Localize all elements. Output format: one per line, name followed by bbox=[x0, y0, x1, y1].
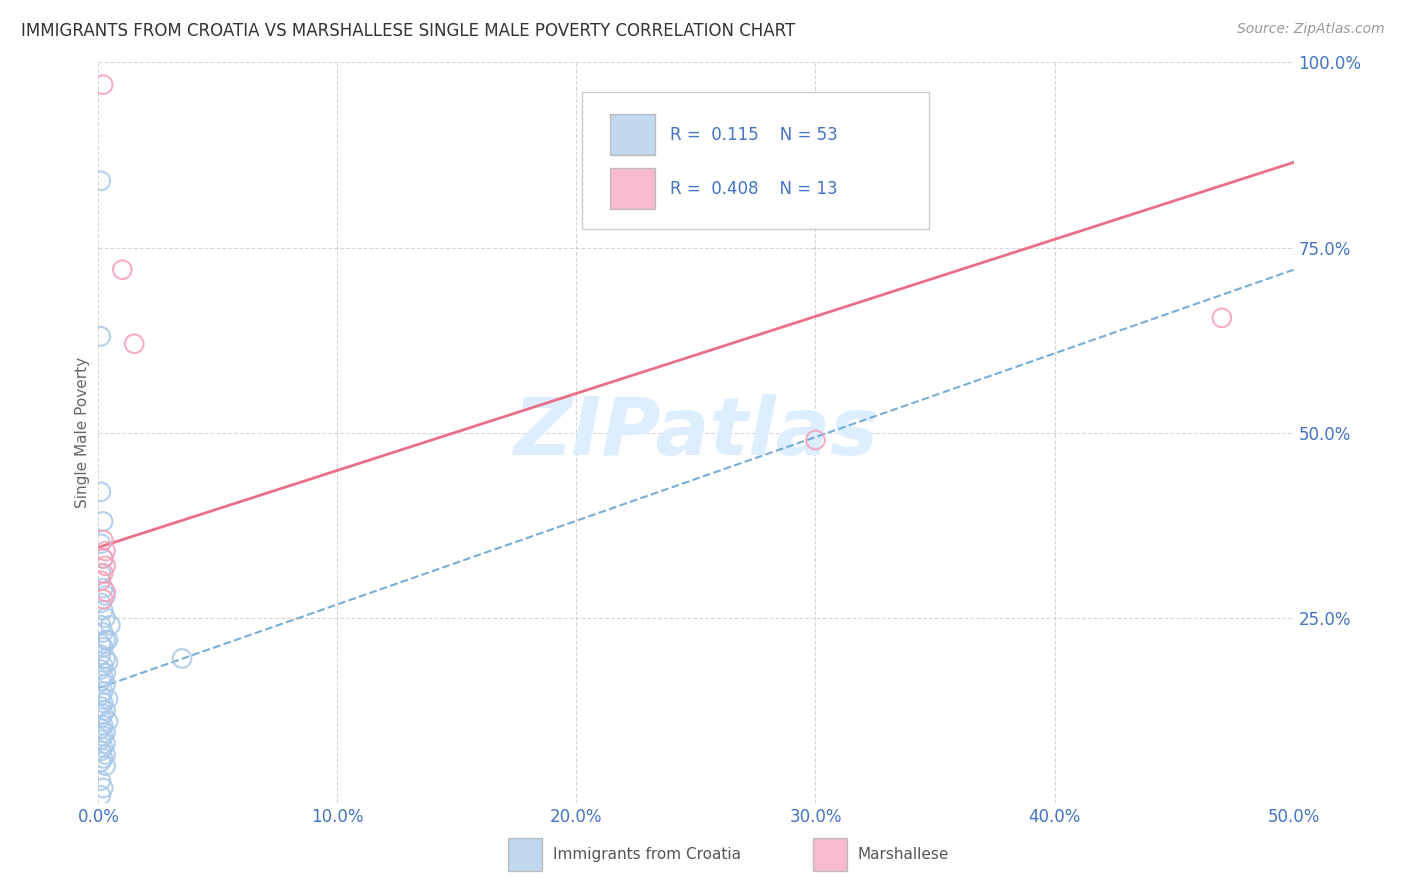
Point bbox=[90, 789, 112, 803]
Point bbox=[91, 640, 114, 655]
Point bbox=[94, 558, 117, 573]
Text: R =  0.115    N = 53: R = 0.115 N = 53 bbox=[669, 126, 838, 144]
Text: Marshallese: Marshallese bbox=[858, 847, 949, 863]
Point bbox=[94, 589, 117, 603]
Point bbox=[94, 544, 117, 558]
Point bbox=[91, 740, 114, 755]
Point bbox=[91, 685, 114, 699]
Point bbox=[97, 632, 120, 647]
Point bbox=[94, 610, 117, 624]
Point bbox=[91, 551, 114, 566]
Point bbox=[91, 581, 114, 595]
Text: Source: ZipAtlas.com: Source: ZipAtlas.com bbox=[1237, 22, 1385, 37]
Point bbox=[90, 673, 112, 688]
Point bbox=[91, 670, 114, 684]
Point bbox=[91, 625, 114, 640]
Point bbox=[97, 655, 120, 669]
Point bbox=[90, 722, 112, 736]
Point bbox=[94, 747, 117, 762]
Point bbox=[90, 637, 112, 651]
Point bbox=[94, 584, 117, 599]
Point bbox=[98, 618, 122, 632]
Point bbox=[90, 618, 112, 632]
Point bbox=[91, 592, 114, 607]
Point bbox=[90, 536, 112, 550]
Point bbox=[90, 484, 112, 499]
Point bbox=[91, 515, 114, 529]
Point bbox=[804, 433, 827, 447]
Point bbox=[91, 603, 114, 617]
Point bbox=[94, 703, 117, 717]
FancyBboxPatch shape bbox=[582, 92, 929, 229]
Point bbox=[97, 714, 120, 729]
Point bbox=[91, 533, 114, 547]
Y-axis label: Single Male Poverty: Single Male Poverty bbox=[75, 357, 90, 508]
Point bbox=[91, 706, 114, 721]
Point bbox=[91, 780, 114, 795]
Point bbox=[1211, 310, 1233, 325]
Point bbox=[90, 711, 112, 725]
Point bbox=[91, 658, 114, 673]
Point bbox=[94, 758, 117, 772]
Bar bbox=[813, 838, 846, 871]
Point bbox=[90, 699, 112, 714]
Point bbox=[90, 689, 112, 703]
Point bbox=[91, 729, 114, 743]
Point bbox=[91, 751, 114, 765]
Point bbox=[91, 566, 114, 581]
Point bbox=[94, 677, 117, 691]
Point bbox=[91, 718, 114, 732]
Text: R =  0.408    N = 13: R = 0.408 N = 13 bbox=[669, 180, 838, 198]
Point bbox=[172, 651, 194, 665]
Text: Immigrants from Croatia: Immigrants from Croatia bbox=[553, 847, 741, 863]
Bar bbox=[509, 838, 541, 871]
Bar bbox=[610, 114, 655, 155]
Text: IMMIGRANTS FROM CROATIA VS MARSHALLESE SINGLE MALE POVERTY CORRELATION CHART: IMMIGRANTS FROM CROATIA VS MARSHALLESE S… bbox=[21, 22, 796, 40]
Point bbox=[90, 174, 112, 188]
Point bbox=[90, 663, 112, 677]
Bar bbox=[610, 169, 655, 209]
Point bbox=[94, 666, 117, 681]
Point bbox=[90, 648, 112, 662]
Point bbox=[94, 737, 117, 751]
Point bbox=[94, 725, 117, 739]
Point bbox=[97, 692, 120, 706]
Point bbox=[111, 262, 134, 277]
Point bbox=[90, 574, 112, 588]
Point bbox=[90, 744, 112, 758]
Point bbox=[124, 336, 146, 351]
Point bbox=[94, 632, 117, 647]
Point bbox=[90, 732, 112, 747]
Point bbox=[91, 78, 114, 92]
Point bbox=[90, 755, 112, 769]
Point bbox=[90, 596, 112, 610]
Point bbox=[90, 773, 112, 788]
Point bbox=[90, 566, 112, 581]
Point bbox=[94, 651, 117, 665]
Point bbox=[90, 329, 112, 343]
Point bbox=[91, 696, 114, 710]
Text: ZIPatlas: ZIPatlas bbox=[513, 393, 879, 472]
Point bbox=[91, 551, 114, 566]
